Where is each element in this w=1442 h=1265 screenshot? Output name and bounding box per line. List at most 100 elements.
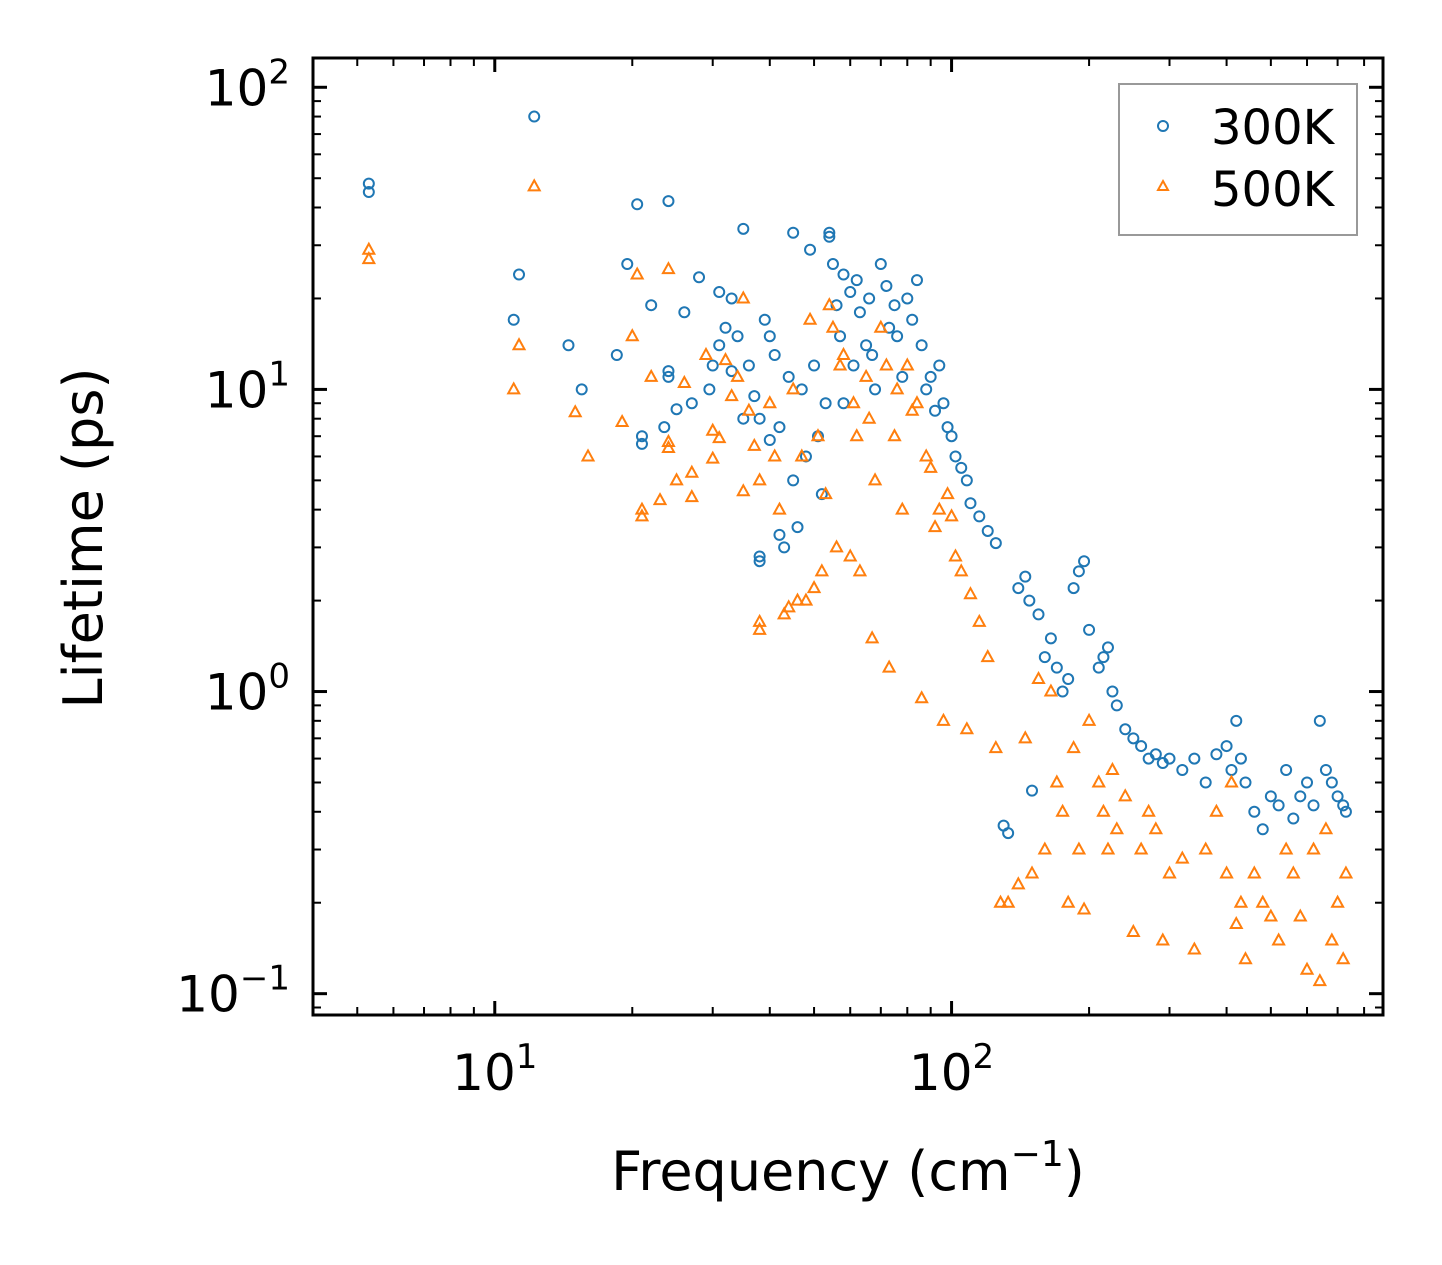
point-500k [852, 563, 868, 577]
point-300k [1101, 641, 1114, 654]
point-500k [1247, 865, 1262, 879]
point-500k [1109, 821, 1124, 835]
point-500k [806, 580, 822, 594]
point-300k [1019, 570, 1032, 583]
point-300k [670, 403, 683, 416]
point-300k [763, 434, 776, 447]
point-300k [1149, 748, 1162, 761]
point-300k [1264, 790, 1277, 803]
x-axis-label-suffix: ) [1064, 1140, 1085, 1203]
point-500k [652, 492, 668, 506]
point-500k [932, 501, 947, 515]
point-500k [1312, 973, 1328, 987]
point-500k [736, 483, 751, 497]
point-300k [823, 226, 836, 239]
point-300k [964, 497, 977, 510]
point-500k [879, 357, 894, 371]
point-500k [1330, 894, 1345, 908]
point-500k [993, 894, 1008, 908]
point-300k [1325, 776, 1338, 789]
point-300k [929, 404, 942, 417]
point-300k [528, 110, 541, 123]
x-tick-label: 101 [452, 1037, 537, 1102]
point-300k [1092, 661, 1105, 674]
point-500k [1066, 739, 1081, 754]
point-300k [891, 330, 904, 343]
point-500k [1141, 803, 1156, 817]
point-500k [927, 519, 943, 533]
point-300k [1210, 748, 1223, 761]
point-300k [945, 430, 958, 443]
y-tick-label-base: 10 [205, 664, 269, 722]
point-500k [684, 464, 700, 478]
point-500k [718, 352, 733, 366]
legend-500k-marker [1156, 178, 1170, 191]
point-300k [888, 299, 901, 312]
point-300k [874, 258, 887, 271]
point-500k [762, 395, 777, 409]
point-500k [511, 337, 527, 351]
point-500k [698, 346, 714, 360]
point-300k [768, 348, 781, 361]
point-500k [661, 261, 676, 275]
point-300k [1119, 723, 1132, 736]
point-500k [776, 606, 792, 620]
point-300k [1038, 651, 1051, 664]
point-500k [1299, 961, 1315, 975]
point-300k [1056, 685, 1069, 698]
point-500k [1055, 803, 1070, 817]
point-300k [362, 177, 375, 190]
point-500k [881, 659, 897, 673]
point-300k [362, 186, 375, 199]
point-300k [782, 370, 795, 383]
point-300k [1234, 752, 1247, 765]
point-300k [1163, 752, 1176, 765]
point-500k [712, 430, 727, 444]
plot-frame [311, 56, 1385, 1017]
point-300k [1106, 685, 1119, 698]
point-500k [843, 548, 858, 562]
point-300k [742, 359, 755, 372]
y-tick-label: 100 [205, 657, 290, 722]
point-500k [963, 586, 978, 600]
y-tick-label: 102 [205, 52, 290, 117]
point-300k [924, 370, 937, 383]
point-300k [823, 230, 836, 243]
point-500k [741, 402, 757, 416]
point-500k [825, 319, 841, 333]
point-300k [850, 274, 863, 287]
point-500k [802, 311, 818, 325]
series-300k-points [362, 110, 1352, 840]
point-300k [787, 226, 800, 239]
point-500k [944, 508, 959, 522]
point-300k [621, 258, 634, 271]
point-300k [960, 474, 973, 487]
point-500k [794, 448, 809, 462]
point-500k [923, 459, 938, 473]
point-500k [822, 297, 837, 311]
point-300k [1239, 776, 1252, 789]
point-300k [773, 528, 786, 541]
point-300k [901, 292, 914, 305]
point-300k [955, 461, 968, 474]
y-tick-label-exponent: 0 [268, 657, 290, 697]
point-300k [1307, 799, 1320, 812]
point-300k [1331, 790, 1344, 803]
point-300k [1176, 763, 1189, 776]
point-500k [1271, 932, 1286, 946]
point-500k [829, 539, 844, 553]
point-500k [832, 357, 848, 371]
point-300k [1225, 763, 1238, 776]
point-500k [669, 472, 684, 486]
point-500k [988, 739, 1004, 754]
point-500k [889, 381, 905, 395]
point-500k [948, 548, 963, 562]
point-300k [773, 421, 786, 434]
point-500k [1000, 894, 1016, 908]
point-500k [849, 428, 864, 442]
point-500k [867, 472, 883, 486]
point-300k [1287, 812, 1300, 825]
point-500k [1286, 865, 1301, 879]
point-500k [781, 599, 796, 613]
point-300k [869, 383, 882, 396]
